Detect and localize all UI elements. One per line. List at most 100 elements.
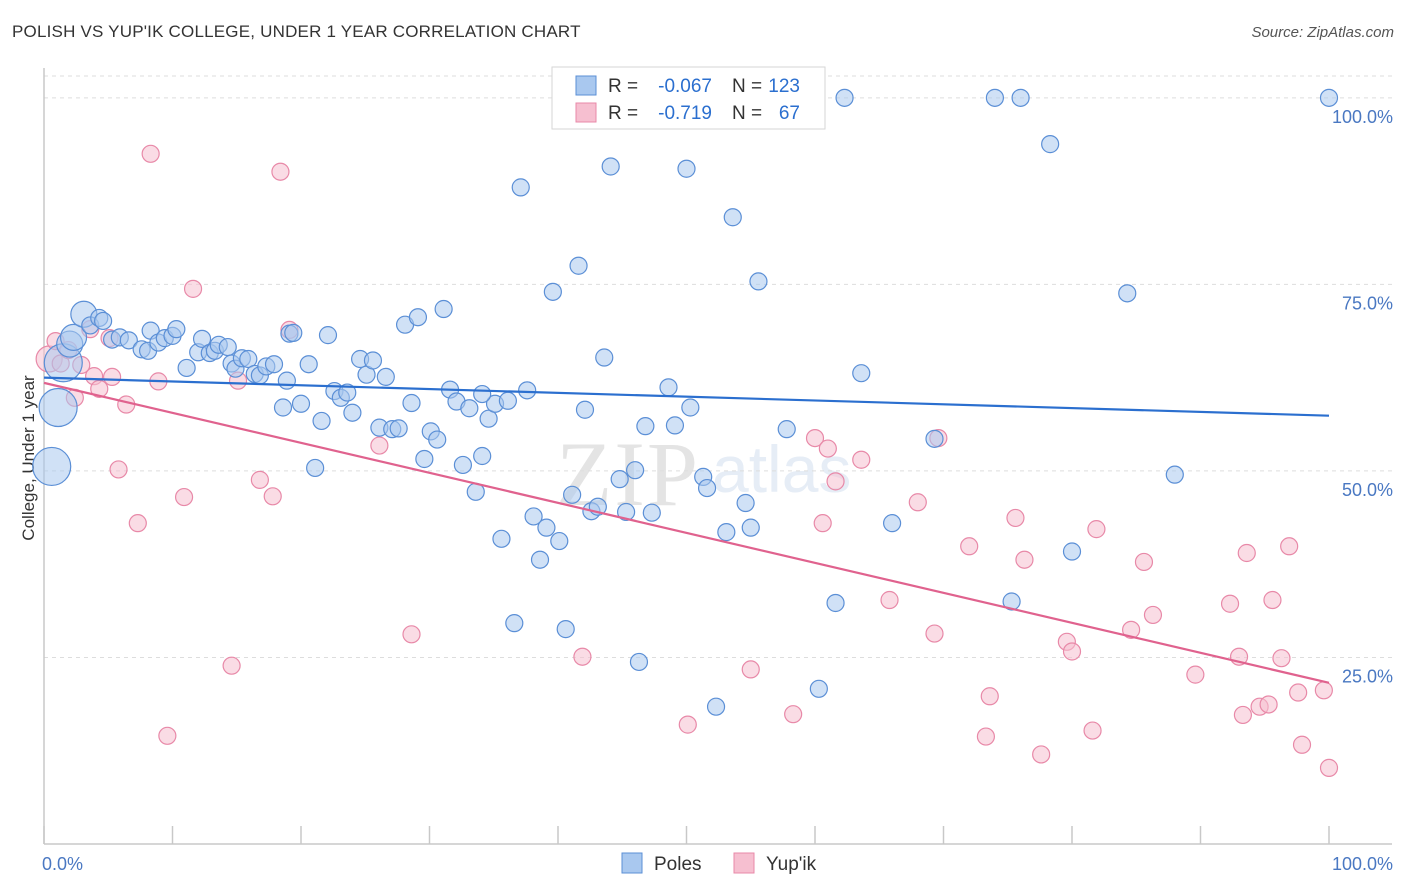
- yupik-point-27: [573, 647, 592, 666]
- poles-point-39: [306, 458, 325, 478]
- yupik-point-28: [678, 715, 697, 734]
- legend-n-value-yupik: 67: [779, 103, 800, 124]
- poles-point-62: [453, 455, 473, 475]
- poles-point-78: [556, 620, 575, 639]
- series-legend: Poles Yup'ik: [621, 852, 817, 875]
- yupik-point-59: [1259, 695, 1278, 714]
- yupik-point-23: [271, 162, 290, 181]
- poles-point-11: [119, 331, 138, 350]
- yupik-point-19: [222, 656, 241, 675]
- poles-point-55: [408, 308, 428, 327]
- yupik-point-66: [1319, 758, 1339, 777]
- poles-point-109: [852, 364, 871, 383]
- poles-point-41: [318, 326, 338, 345]
- yupik-point-13: [128, 514, 147, 533]
- poles-point-88: [625, 461, 645, 480]
- poles-point-119: [1319, 88, 1339, 107]
- legend-swatch-poles: [575, 75, 597, 96]
- yupik-point-16: [158, 726, 177, 745]
- poles-point-114: [1011, 88, 1030, 107]
- legend-swatch-yupik: [575, 102, 597, 123]
- yupik-point-14: [141, 144, 160, 163]
- bottom-legend-label-poles: Poles: [654, 854, 702, 875]
- poles-point-19: [177, 358, 196, 378]
- stats-legend: R = -0.067 N = 123 R = -0.719 N = 67: [551, 66, 826, 130]
- yupik-point-51: [1134, 552, 1154, 572]
- y-tick-label-50: 50.0%: [1342, 480, 1393, 500]
- poles-point-108: [835, 88, 854, 107]
- yupik-trend-line: [43, 381, 1330, 684]
- yupik-points: [35, 144, 1339, 777]
- poles-point-100: [723, 208, 742, 227]
- poles-point-18: [167, 320, 186, 339]
- poles-point-106: [809, 679, 828, 698]
- yupik-point-33: [818, 439, 837, 458]
- poles-point-89: [629, 652, 649, 672]
- yupik-point-30: [784, 705, 803, 724]
- yupik-point-60: [1263, 590, 1282, 610]
- yupik-point-22: [263, 487, 282, 506]
- poles-point-63: [460, 399, 479, 418]
- poles-point-86: [610, 470, 629, 489]
- yupik-point-10: [103, 367, 122, 387]
- poles-point-48: [363, 351, 383, 370]
- poles-trend-line: [43, 376, 1330, 417]
- poles-point-77: [550, 531, 569, 551]
- poles-point-91: [642, 503, 661, 522]
- poles-point-8: [94, 311, 113, 331]
- yupik-point-49: [1087, 520, 1106, 539]
- y-tick-label-100: 100.0%: [1332, 107, 1393, 127]
- poles-point-120: [706, 697, 726, 716]
- yupik-point-52: [1143, 605, 1163, 625]
- y-tick-label-75: 75.0%: [1342, 293, 1393, 313]
- legend-n-value-poles: 123: [768, 76, 800, 97]
- poles-point-118: [1165, 465, 1184, 484]
- poles-point-76: [543, 282, 562, 301]
- poles-point-122: [277, 371, 296, 390]
- yupik-point-65: [1314, 681, 1333, 700]
- legend-n-label-yupik: N =: [732, 103, 762, 124]
- poles-point-33: [264, 355, 284, 374]
- yupik-point-25: [370, 436, 389, 455]
- poles-point-105: [777, 420, 796, 439]
- poles-point-38: [299, 355, 318, 374]
- poles-point-94: [665, 416, 685, 435]
- poles-point-52: [389, 419, 408, 438]
- poles-point-85: [601, 157, 620, 176]
- poles-point-73: [524, 507, 543, 526]
- poles-points: [32, 88, 1339, 716]
- poles-point-117: [1118, 284, 1137, 303]
- poles-point-65: [473, 446, 492, 466]
- poles-point-102: [736, 493, 755, 513]
- poles-point-37: [291, 394, 311, 413]
- yupik-point-47: [1062, 642, 1082, 661]
- yupik-point-11: [109, 460, 128, 479]
- poles-point-34: [273, 398, 293, 417]
- yupik-point-54: [1220, 594, 1240, 613]
- yupik-point-61: [1272, 649, 1291, 668]
- yupik-point-64: [1292, 735, 1312, 754]
- trend-lines: [43, 376, 1330, 684]
- yupik-point-53: [1186, 665, 1205, 684]
- poles-point-81: [575, 400, 595, 419]
- poles-point-40: [312, 411, 331, 431]
- yupik-point-29: [741, 660, 760, 679]
- x-tick-label-max: 100.0%: [1332, 854, 1393, 874]
- poles-point-104: [749, 272, 768, 291]
- poles-point-95: [677, 159, 696, 178]
- yupik-point-37: [908, 493, 927, 512]
- poles-point-25: [218, 337, 237, 357]
- poles-point-99: [717, 523, 736, 542]
- poles-point-87: [617, 502, 636, 522]
- yupik-point-44: [1015, 550, 1034, 569]
- poles-point-103: [741, 518, 760, 537]
- chart-title: POLISH VS YUP'IK COLLEGE, UNDER 1 YEAR C…: [12, 22, 581, 41]
- yupik-point-42: [980, 687, 999, 706]
- yupik-point-48: [1083, 721, 1102, 740]
- yupik-point-56: [1233, 705, 1253, 725]
- legend-r-value-poles: -0.067: [658, 76, 712, 97]
- poles-point-54: [402, 393, 421, 413]
- poles-point-4: [59, 323, 88, 351]
- poles-point-112: [985, 88, 1005, 107]
